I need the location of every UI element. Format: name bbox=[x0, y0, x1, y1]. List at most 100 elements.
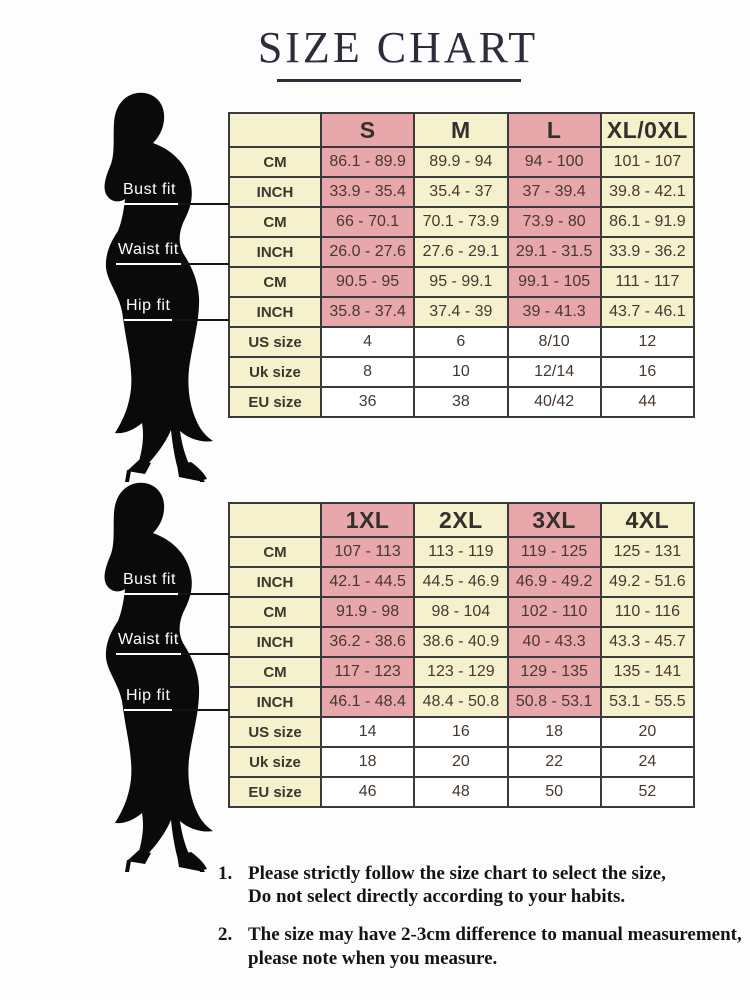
table-row: EU size 36 38 40/42 44 bbox=[228, 386, 696, 418]
woman-silhouette bbox=[104, 92, 213, 482]
table-row: CM 91.9 - 98 98 - 104 102 - 110 110 - 116 bbox=[228, 596, 696, 628]
size-header-cell: 1XL bbox=[319, 502, 416, 538]
table-row: EU size 46 48 50 52 bbox=[228, 776, 696, 808]
value-cell: 89.9 - 94 bbox=[413, 146, 509, 178]
row-label-cell: CM bbox=[228, 656, 322, 688]
row-label-cell: INCH bbox=[228, 686, 322, 718]
value-cell: 91.9 - 98 bbox=[319, 596, 416, 628]
table-row: CM 90.5 - 95 95 - 99.1 99.1 - 105 111 - 117 bbox=[228, 266, 696, 298]
table-row: INCH 46.1 - 48.4 48.4 - 50.8 50.8 - 53.1 53.… bbox=[228, 686, 696, 718]
value-cell: 16 bbox=[599, 356, 696, 388]
row-label-cell: CM bbox=[228, 536, 322, 568]
value-cell: 53.1 - 55.5 bbox=[599, 686, 696, 718]
size-table-plus: 1XL 2XL 3XL 4XL CM 107 - 113 113 - 119 119 - 12… bbox=[228, 502, 696, 808]
row-label-cell: CM bbox=[228, 266, 322, 298]
value-cell: 44.5 - 46.9 bbox=[413, 566, 509, 598]
value-cell: 123 - 129 bbox=[413, 656, 509, 688]
row-label-cell: EU size bbox=[228, 776, 322, 808]
standard-size-section: Bust fit Waist fit Hip fit S M L XL/0XL CM 86… bbox=[0, 88, 750, 482]
value-cell: 8/10 bbox=[506, 326, 602, 358]
size-header-cell: L bbox=[506, 112, 602, 148]
waist-fit-label: Waist fit bbox=[116, 241, 181, 265]
page-title: SIZE CHART bbox=[257, 23, 539, 72]
value-cell: 38.6 - 40.9 bbox=[413, 626, 509, 658]
value-cell: 95 - 99.1 bbox=[413, 266, 509, 298]
row-label-cell: INCH bbox=[228, 176, 322, 208]
note-text: The size may have 2-3cm difference to ma… bbox=[248, 923, 743, 969]
value-cell: 27.6 - 29.1 bbox=[413, 236, 509, 268]
row-label-cell: US size bbox=[228, 716, 322, 748]
hip-fit-label: Hip fit bbox=[124, 687, 173, 711]
waist-fit-label: Waist fit bbox=[116, 631, 181, 655]
value-cell: 111 - 117 bbox=[599, 266, 696, 298]
row-label-cell: Uk size bbox=[228, 356, 322, 388]
value-cell: 39.8 - 42.1 bbox=[599, 176, 696, 208]
value-cell: 22 bbox=[506, 746, 602, 778]
size-table-standard: S M L XL/0XL CM 86.1 - 89.9 89.9 - 94 94 - 100 1… bbox=[228, 112, 696, 418]
value-cell: 20 bbox=[599, 716, 696, 748]
value-cell: 6 bbox=[413, 326, 509, 358]
row-label-cell: EU size bbox=[228, 386, 322, 418]
value-cell: 20 bbox=[413, 746, 509, 778]
note-line: Please strictly follow the size chart to… bbox=[248, 863, 666, 884]
value-cell: 119 - 125 bbox=[506, 536, 602, 568]
row-label-cell: Uk size bbox=[228, 746, 322, 778]
value-cell: 46.9 - 49.2 bbox=[506, 566, 602, 598]
value-cell: 98 - 104 bbox=[413, 596, 509, 628]
size-header-cell: 3XL bbox=[506, 502, 602, 538]
size-header-cell: M bbox=[413, 112, 509, 148]
note-item: 1. Please strictly follow the size chart… bbox=[218, 862, 743, 908]
value-cell: 86.1 - 89.9 bbox=[319, 146, 416, 178]
bust-connector-line bbox=[177, 593, 229, 595]
value-cell: 49.2 - 51.6 bbox=[599, 566, 696, 598]
value-cell: 10 bbox=[413, 356, 509, 388]
value-cell: 24 bbox=[599, 746, 696, 778]
table-row: Uk size 8 10 12/14 16 bbox=[228, 356, 696, 388]
bust-fit-label: Bust fit bbox=[121, 181, 178, 205]
value-cell: 40 - 43.3 bbox=[506, 626, 602, 658]
table-row: INCH 33.9 - 35.4 35.4 - 37 37 - 39.4 39.8 - … bbox=[228, 176, 696, 208]
note-number: 2. bbox=[218, 924, 233, 946]
value-cell: 42.1 - 44.5 bbox=[319, 566, 416, 598]
size-header-cell: 2XL bbox=[413, 502, 509, 538]
header-row: 1XL 2XL 3XL 4XL bbox=[228, 502, 696, 538]
value-cell: 113 - 119 bbox=[413, 536, 509, 568]
table-row: Uk size 18 20 22 24 bbox=[228, 746, 696, 778]
value-cell: 26.0 - 27.6 bbox=[319, 236, 416, 268]
value-cell: 107 - 113 bbox=[319, 536, 416, 568]
note-line: please note when you measure. bbox=[248, 947, 498, 969]
size-header-cell: XL/0XL bbox=[599, 112, 696, 148]
bust-connector-line bbox=[177, 203, 229, 205]
hip-connector-line bbox=[173, 319, 229, 321]
value-cell: 86.1 - 91.9 bbox=[599, 206, 696, 238]
value-cell: 33.9 - 36.2 bbox=[599, 236, 696, 268]
value-cell: 117 - 123 bbox=[319, 656, 416, 688]
value-cell: 36.2 - 38.6 bbox=[319, 626, 416, 658]
value-cell: 102 - 110 bbox=[506, 596, 602, 628]
row-label-cell: INCH bbox=[228, 626, 322, 658]
value-cell: 12 bbox=[599, 326, 696, 358]
value-cell: 125 - 131 bbox=[599, 536, 696, 568]
value-cell: 73.9 - 80 bbox=[506, 206, 602, 238]
row-label-cell: INCH bbox=[228, 236, 322, 268]
table-row: CM 86.1 - 89.9 89.9 - 94 94 - 100 101 - 107 bbox=[228, 146, 696, 178]
table-row: INCH 35.8 - 37.4 37.4 - 39 39 - 41.3 43.7 - … bbox=[228, 296, 696, 328]
value-cell: 29.1 - 31.5 bbox=[506, 236, 602, 268]
note-number: 1. bbox=[218, 863, 233, 884]
value-cell: 70.1 - 73.9 bbox=[413, 206, 509, 238]
table-row: INCH 42.1 - 44.5 44.5 - 46.9 46.9 - 49.2 49.… bbox=[228, 566, 696, 598]
table-row: US size 4 6 8/10 12 bbox=[228, 326, 696, 358]
value-cell: 50.8 - 53.1 bbox=[506, 686, 602, 718]
value-cell: 44 bbox=[599, 386, 696, 418]
hip-fit-label: Hip fit bbox=[124, 297, 173, 321]
row-label-cell: CM bbox=[228, 206, 322, 238]
value-cell: 35.4 - 37 bbox=[413, 176, 509, 208]
title-underline bbox=[277, 79, 521, 82]
value-cell: 35.8 - 37.4 bbox=[319, 296, 416, 328]
note-item: 2. The size may have 2-3cm difference to… bbox=[218, 923, 743, 969]
note-text: Please strictly follow the size chart to… bbox=[248, 862, 743, 908]
table-row: CM 66 - 70.1 70.1 - 73.9 73.9 - 80 86.1 - 91… bbox=[228, 206, 696, 238]
table-row: CM 107 - 113 113 - 119 119 - 125 125 - 131 bbox=[228, 536, 696, 568]
value-cell: 46.1 - 48.4 bbox=[319, 686, 416, 718]
